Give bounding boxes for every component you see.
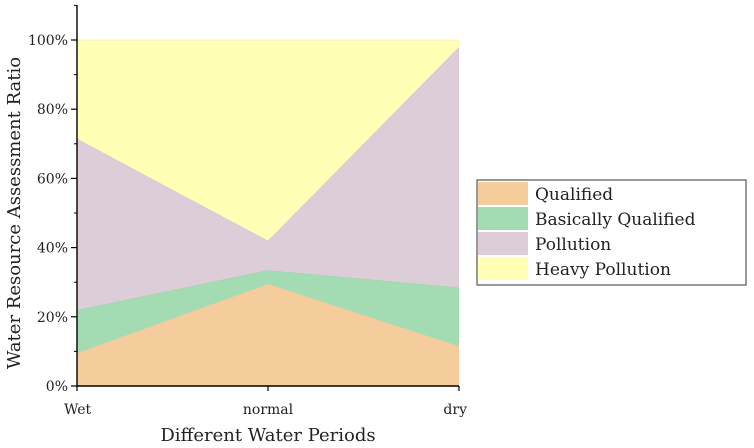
x-axis-label: Different Water Periods <box>160 425 375 446</box>
legend-label: Heavy Pollution <box>535 260 671 280</box>
x-tick-label: normal <box>243 402 294 418</box>
legend-label: Pollution <box>535 235 611 255</box>
y-tick-label: 80% <box>37 102 68 118</box>
x-tick-label: Wet <box>64 402 92 418</box>
x-axis-ticks: Wet normal dry <box>64 386 467 418</box>
legend-swatch <box>478 182 528 205</box>
y-tick-label: 20% <box>37 310 68 326</box>
y-tick-label: 40% <box>37 241 68 257</box>
legend-label: Basically Qualified <box>535 210 696 230</box>
area-qualified <box>77 283 459 386</box>
y-tick-label: 100% <box>28 33 68 49</box>
y-tick-label: 60% <box>37 171 68 187</box>
legend: Qualified Basically Qualified Pollution Hea… <box>476 179 747 286</box>
area-pollution <box>77 46 459 310</box>
legend-label: Qualified <box>535 185 613 205</box>
y-axis-label: Water Resource Assessment Ratio <box>4 57 25 369</box>
y-axis-ticks: 0% 20% 40% 60% 80% 100% <box>28 4 77 395</box>
area-layers <box>76 39 460 386</box>
area-heavy-pollution <box>77 40 459 241</box>
legend-swatch <box>478 257 528 280</box>
x-tick-label: dry <box>443 402 467 418</box>
legend-swatch <box>478 232 528 255</box>
area-basically-qualified <box>77 270 459 354</box>
y-tick-label: 0% <box>46 379 68 395</box>
legend-swatch <box>478 207 528 230</box>
